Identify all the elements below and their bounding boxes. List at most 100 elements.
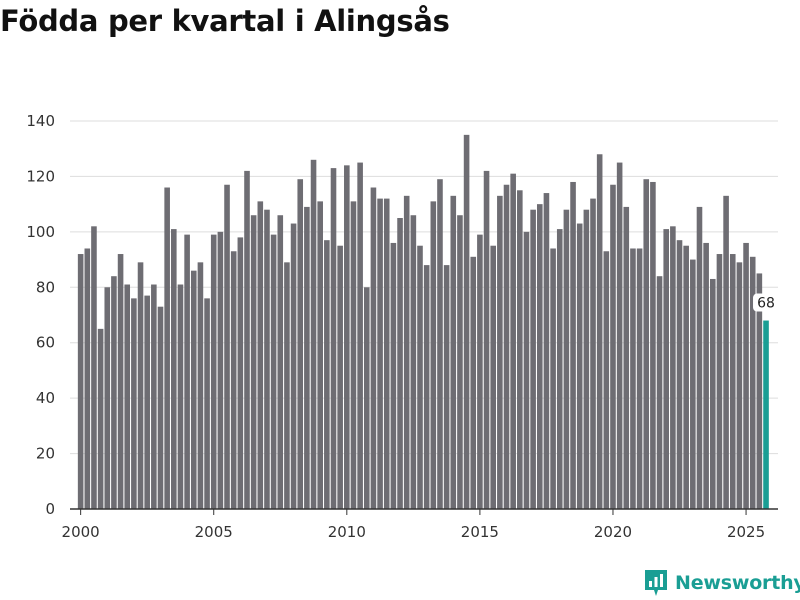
bar [204,298,210,509]
bar [503,184,510,510]
bar [284,262,290,509]
bar [530,209,536,509]
bar [523,231,530,510]
bar [703,242,709,509]
y-tick-label: 40 [36,389,55,407]
bar [696,206,703,509]
bar [363,287,370,509]
bar [497,195,503,509]
bar [690,259,696,509]
bar [463,134,470,510]
bar [277,215,284,510]
y-tick-label: 80 [36,278,55,296]
bar [423,265,430,509]
bar [636,248,643,510]
x-tick-label: 2005 [195,523,233,541]
bar [217,231,224,510]
bar [117,254,124,509]
bars [77,134,769,510]
bar [324,240,330,510]
bar [230,251,237,509]
bar [756,273,763,509]
bar [510,173,516,509]
bar [330,168,337,510]
bar [670,226,676,509]
y-tick-label: 60 [36,334,55,352]
bar [250,215,257,510]
bar [490,245,496,509]
bar [570,181,576,509]
bar [124,284,131,509]
bar [190,270,197,509]
bar [676,240,683,510]
bar [536,204,543,509]
bar [177,284,184,509]
last-value-annotation: 68 [753,293,780,312]
bar [171,229,177,509]
bar [131,298,137,509]
bar [350,201,357,509]
bar [383,198,390,509]
bar [543,193,550,509]
x-tick-label: 2025 [727,523,765,541]
bar [450,195,457,509]
bar [417,245,423,509]
bar [390,242,397,509]
x-tick-label: 2000 [62,523,100,541]
y-tick-label: 120 [26,167,55,185]
brand-name: Newsworthy [675,572,800,594]
bar [563,209,570,509]
bar [197,262,204,509]
x-axis-ticks: 2000 2005 2010 2015 2020 2025 [62,509,765,541]
bar [749,256,756,509]
bar [430,201,437,509]
bar-highlight [763,320,769,509]
bar [630,248,636,510]
bar [603,251,610,509]
brand: Newsworthy [643,568,800,598]
bar [210,234,217,509]
y-tick-label: 100 [26,223,55,241]
bar [164,187,170,509]
bar [623,206,630,509]
bar [596,154,603,509]
bar [643,179,650,509]
bar [91,226,97,509]
bar [304,206,310,509]
bar [716,254,723,509]
bar [264,209,270,509]
bar [683,245,689,509]
bar [237,237,244,509]
bar [244,170,250,509]
bar [370,187,377,509]
y-tick-label: 0 [45,500,55,518]
bar [556,229,563,509]
bar [77,254,84,509]
bar [403,195,410,509]
bar [483,170,490,509]
last-value-label: 68 [757,296,775,312]
bar [224,184,230,510]
bar [184,234,190,509]
bar [104,287,111,509]
bar [290,223,297,510]
bar [576,223,583,510]
bar [590,198,596,509]
bar [457,215,463,510]
x-tick-label: 2010 [328,523,366,541]
x-tick-label: 2020 [594,523,632,541]
bar [663,229,670,509]
bar [357,162,363,509]
bar [583,209,590,509]
bar [377,198,383,509]
bar [337,245,343,509]
bar [310,159,317,510]
newsworthy-logo-icon [645,570,667,596]
y-tick-label: 20 [36,445,55,463]
bar [517,190,523,510]
bar [97,328,104,509]
bar [144,295,150,509]
x-tick-label: 2015 [461,523,499,541]
bar [470,256,477,509]
